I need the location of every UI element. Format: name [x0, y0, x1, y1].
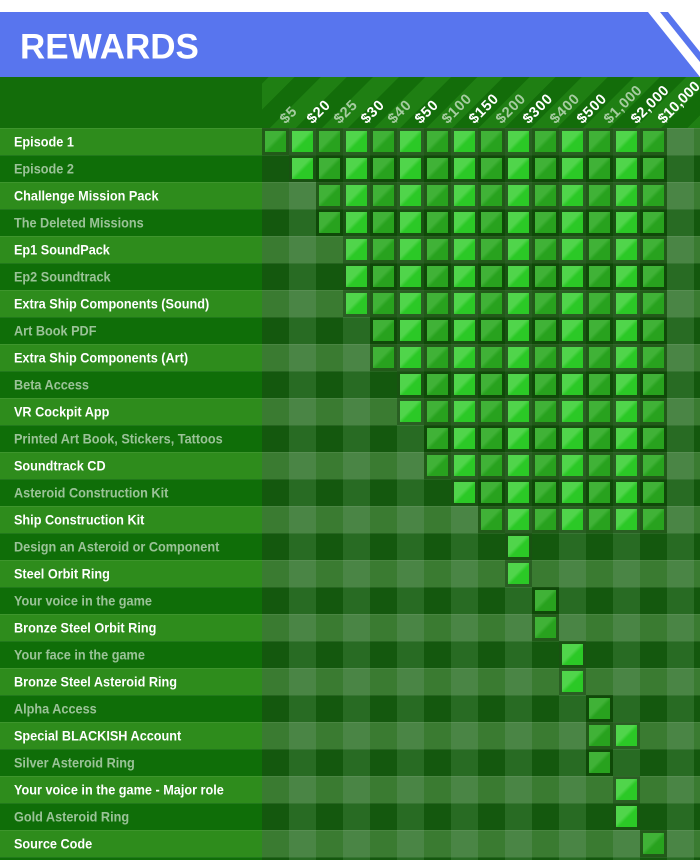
svg-text:Bronze Steel Orbit Ring: Bronze Steel Orbit Ring — [14, 620, 156, 636]
svg-text:Design an Asteroid or Componen: Design an Asteroid or Component — [14, 539, 220, 555]
svg-text:Steel Orbit Ring: Steel Orbit Ring — [14, 566, 110, 582]
svg-text:Alpha Access: Alpha Access — [14, 701, 97, 717]
svg-text:Printed Art Book, Stickers, Ta: Printed Art Book, Stickers, Tattoos — [14, 431, 223, 447]
svg-text:Your voice in the game - Major: Your voice in the game - Major role — [14, 782, 224, 798]
svg-text:Ep1 SoundPack: Ep1 SoundPack — [14, 242, 110, 258]
svg-text:Art Book PDF: Art Book PDF — [14, 323, 96, 339]
svg-text:Bronze Steel Asteroid Ring: Bronze Steel Asteroid Ring — [14, 674, 177, 690]
svg-text:Your face in the game: Your face in the game — [14, 647, 145, 663]
svg-text:Beta Access: Beta Access — [14, 377, 89, 393]
svg-text:Episode 2: Episode 2 — [14, 161, 74, 177]
svg-text:Soundtrack CD: Soundtrack CD — [14, 458, 106, 474]
svg-text:Extra Ship Components (Art): Extra Ship Components (Art) — [14, 350, 188, 366]
svg-text:Ship Construction Kit: Ship Construction Kit — [14, 512, 145, 528]
svg-text:Silver Asteroid Ring: Silver Asteroid Ring — [14, 755, 135, 771]
svg-text:Challenge Mission Pack: Challenge Mission Pack — [14, 188, 159, 204]
svg-text:VR Cockpit App: VR Cockpit App — [14, 404, 109, 420]
svg-text:Your voice in the game: Your voice in the game — [14, 593, 152, 609]
svg-text:Ep2 Soundtrack: Ep2 Soundtrack — [14, 269, 111, 285]
svg-text:Source Code: Source Code — [14, 836, 92, 852]
svg-text:REWARDS: REWARDS — [20, 28, 199, 67]
svg-text:Extra Ship Components (Sound): Extra Ship Components (Sound) — [14, 296, 209, 312]
svg-text:Gold Asteroid Ring: Gold Asteroid Ring — [14, 809, 129, 825]
svg-text:Special BLACKISH Account: Special BLACKISH Account — [14, 728, 182, 744]
svg-text:The Deleted Missions: The Deleted Missions — [14, 215, 144, 231]
svg-text:Episode 1: Episode 1 — [14, 134, 74, 150]
svg-text:Asteroid Construction Kit: Asteroid Construction Kit — [14, 485, 169, 501]
